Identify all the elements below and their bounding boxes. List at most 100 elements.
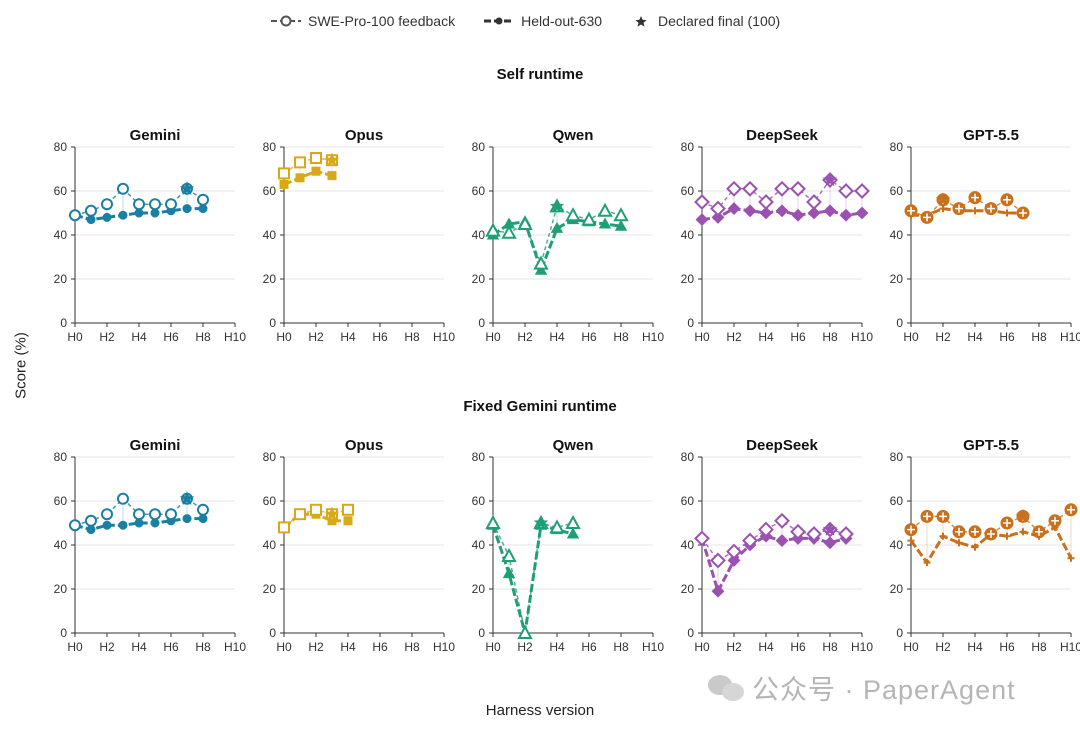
point-feedback xyxy=(501,547,517,562)
point-feedback xyxy=(565,514,581,529)
declared-final-star xyxy=(179,181,195,196)
point-heldout xyxy=(150,208,160,218)
point-feedback xyxy=(742,532,758,549)
series-line-feedback xyxy=(701,519,847,562)
x-tick-label: H2 xyxy=(935,640,951,654)
y-tick-label: 60 xyxy=(263,494,277,508)
point-heldout xyxy=(134,518,144,528)
y-tick-label: 40 xyxy=(681,228,695,242)
watermark-text: 公众号 · PaperAgent xyxy=(752,675,1016,705)
point-feedback xyxy=(854,183,870,199)
point-feedback xyxy=(742,180,758,197)
y-tick-label: 20 xyxy=(681,272,695,286)
y-tick-label: 0 xyxy=(896,316,903,330)
y-tick-label: 20 xyxy=(890,272,904,286)
point-heldout xyxy=(971,543,979,551)
point-heldout xyxy=(550,221,564,233)
point-feedback xyxy=(838,183,854,199)
y-tick-label: 0 xyxy=(60,316,67,330)
x-tick-label: H8 xyxy=(195,330,211,344)
panel-qwen-self: Qwen 0 20 40 60 80 H0 H2 H4 H6 H8 H10 xyxy=(472,127,665,344)
point-heldout xyxy=(775,204,789,218)
point-heldout xyxy=(102,212,112,222)
y-tick-label: 20 xyxy=(681,582,695,596)
point-heldout xyxy=(118,210,128,220)
x-tick-label: H6 xyxy=(163,640,179,654)
point-heldout xyxy=(807,206,821,220)
point-feedback xyxy=(278,167,290,180)
x-tick-label: H8 xyxy=(404,330,420,344)
x-axis-label: Harness version xyxy=(485,702,595,719)
point-heldout xyxy=(823,204,837,218)
y-tick-label: 80 xyxy=(472,450,486,464)
legend-label-declared: Declared final (100) xyxy=(658,13,781,29)
declared-final-star xyxy=(324,506,340,521)
x-tick-label: H2 xyxy=(99,640,115,654)
point-heldout xyxy=(502,567,516,579)
panel-deepseek-self: DeepSeek 0 20 40 60 80 H0 H2 H4 H6 H8 H10 xyxy=(681,127,874,344)
point-feedback xyxy=(101,508,113,521)
declared-final-star xyxy=(324,152,340,167)
heldout-line-icon xyxy=(484,17,515,25)
point-heldout xyxy=(1003,532,1011,540)
y-tick-label: 80 xyxy=(263,140,277,154)
point-feedback xyxy=(710,552,726,569)
x-tick-label: H8 xyxy=(404,640,420,654)
point-feedback xyxy=(774,180,790,197)
point-heldout xyxy=(839,208,853,222)
point-feedback xyxy=(790,180,806,197)
point-feedback xyxy=(485,222,501,237)
y-tick-label: 80 xyxy=(681,140,695,154)
x-tick-label: H8 xyxy=(613,640,629,654)
y-tick-label: 80 xyxy=(890,140,904,154)
point-heldout xyxy=(791,208,805,222)
x-tick-label: H4 xyxy=(967,330,983,344)
x-tick-label: H4 xyxy=(131,640,147,654)
point-heldout xyxy=(150,518,160,528)
point-feedback xyxy=(165,198,177,211)
point-feedback xyxy=(117,492,129,505)
point-heldout xyxy=(598,217,612,229)
point-heldout xyxy=(1067,554,1075,562)
feedback-line-icon xyxy=(271,15,301,27)
point-heldout xyxy=(923,559,931,567)
point-feedback xyxy=(549,519,565,534)
point-heldout xyxy=(279,179,289,189)
point-feedback xyxy=(565,207,581,222)
x-tick-label: H2 xyxy=(99,330,115,344)
x-tick-label: H0 xyxy=(67,640,83,654)
point-heldout xyxy=(759,206,773,220)
point-feedback xyxy=(485,514,501,529)
panel-opus-self: Opus 0 20 40 60 80 H0 H2 H4 H6 H8 H10 xyxy=(263,127,456,344)
series-line-heldout xyxy=(700,534,847,593)
point-feedback xyxy=(133,198,145,211)
declared-final-star xyxy=(822,521,838,536)
point-heldout xyxy=(566,527,580,539)
x-tick-label: H2 xyxy=(726,330,742,344)
x-tick-label: H2 xyxy=(935,330,951,344)
x-tick-label: H10 xyxy=(1060,330,1080,344)
point-feedback xyxy=(806,526,822,542)
x-tick-label: H10 xyxy=(433,640,455,654)
x-tick-label: H8 xyxy=(195,640,211,654)
series-line-heldout xyxy=(283,169,333,186)
x-tick-label: H4 xyxy=(967,640,983,654)
panel-title: GPT-5.5 xyxy=(963,437,1019,454)
y-tick-label: 0 xyxy=(269,316,276,330)
panel-gemini-self: Gemini 0 20 40 60 80 H0 H2 H4 H6 H8 H10 xyxy=(54,127,247,344)
y-tick-label: 20 xyxy=(472,582,486,596)
panel-gemini-fixed: Gemini 0 20 40 60 80 H0 H2 H4 H6 H8 H10 xyxy=(54,437,247,654)
wechat-icon xyxy=(708,673,746,703)
panel-title: DeepSeek xyxy=(746,127,818,144)
point-feedback xyxy=(694,194,710,210)
declared-final-star xyxy=(549,198,565,213)
y-tick-label: 0 xyxy=(896,626,903,640)
x-tick-label: H10 xyxy=(642,640,664,654)
panel-gpt-5-5-self: GPT-5.5 0 20 40 60 80 H0 H2 H4 H6 H8 H10 xyxy=(890,127,1080,344)
point-heldout xyxy=(711,210,725,224)
y-tick-label: 0 xyxy=(60,626,67,640)
panel-gpt-5-5-fixed: GPT-5.5 0 20 40 60 80 H0 H2 H4 H6 H8 H10 xyxy=(890,437,1080,654)
y-tick-label: 40 xyxy=(890,538,904,552)
y-tick-label: 60 xyxy=(472,184,486,198)
